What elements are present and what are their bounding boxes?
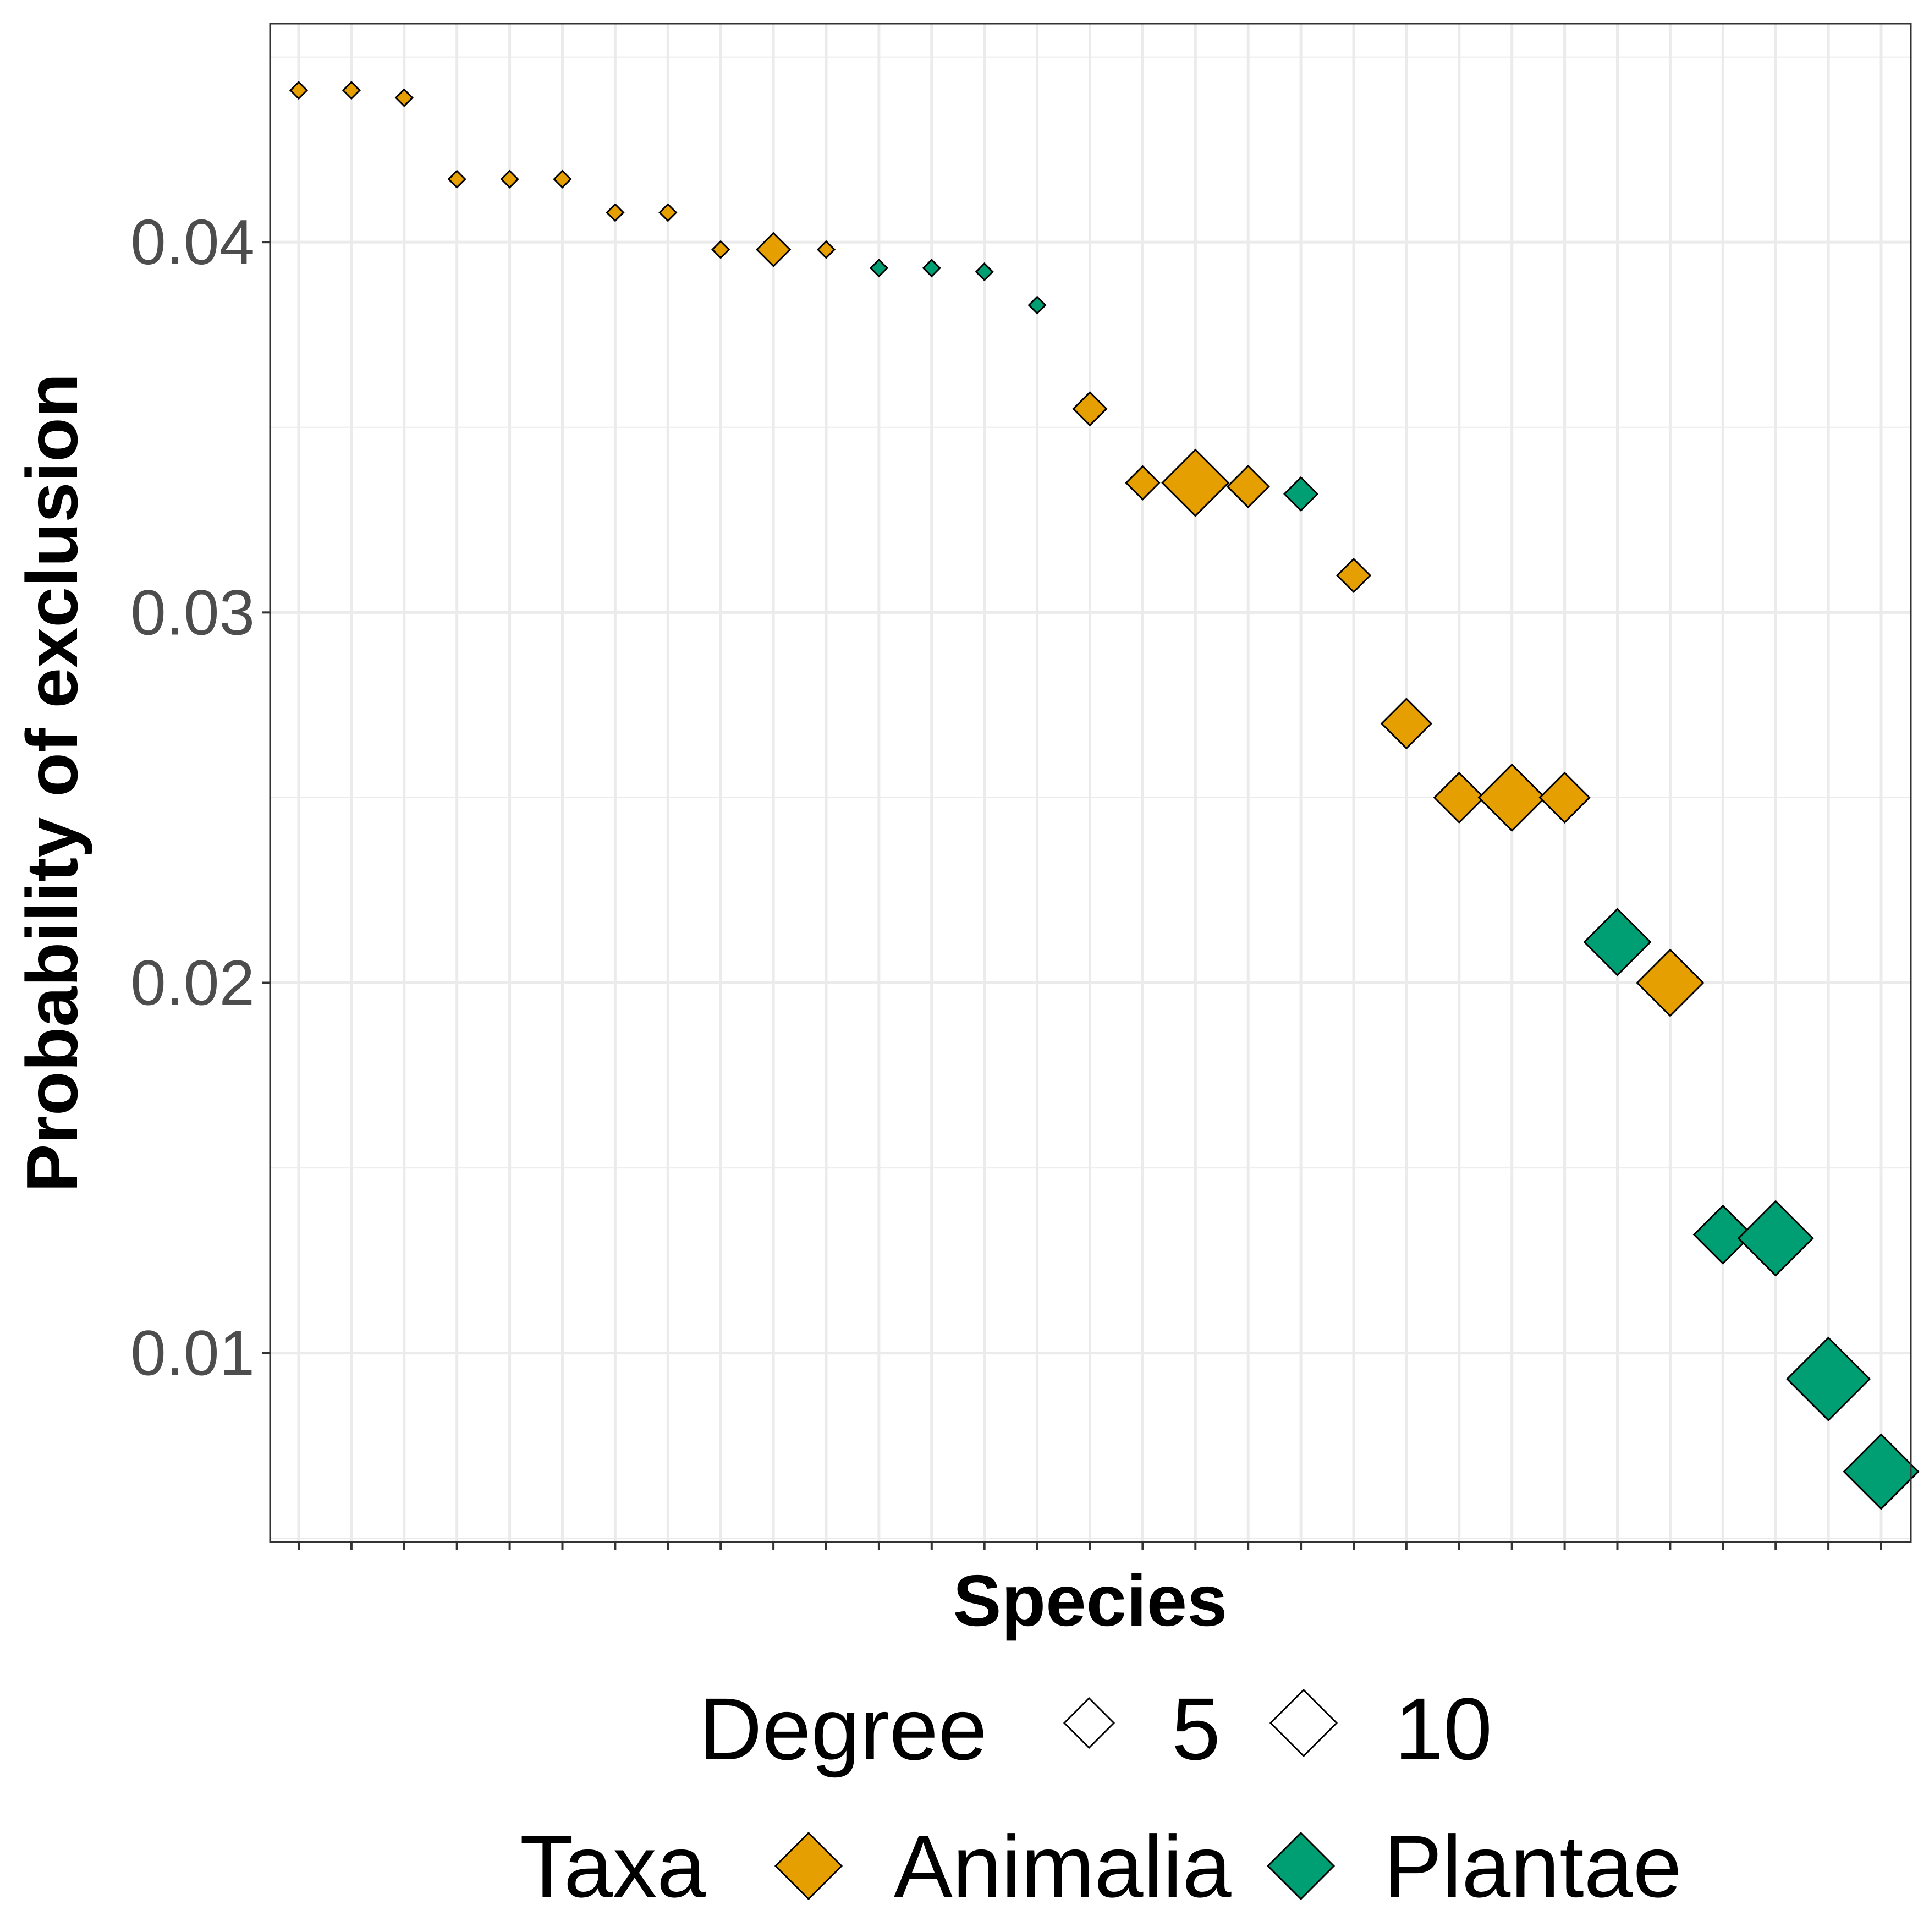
data-point-animalia [1226, 464, 1270, 509]
data-point-plantae [975, 262, 994, 282]
y-tick-label: 0.03 [130, 577, 255, 648]
data-point-animalia [816, 240, 836, 259]
legend-degree-5-label: 5 [1172, 1679, 1221, 1778]
legend-taxa-animalia-key [774, 1831, 843, 1901]
data-point-plantae [1737, 1200, 1814, 1277]
data-point-animalia [1433, 771, 1485, 824]
data-point-animalia [711, 240, 730, 259]
data-point-plantae [1843, 1433, 1920, 1510]
y-tick-label: 0.02 [130, 947, 255, 1019]
data-point-animalia [1477, 763, 1546, 832]
legend-degree-5-key [1063, 1697, 1115, 1749]
data-point-animalia [394, 88, 414, 107]
data-point-animalia [1161, 448, 1230, 517]
legend-degree-10-label: 10 [1394, 1679, 1492, 1778]
data-point-animalia [553, 169, 572, 189]
data-point-plantae [1583, 908, 1652, 976]
data-point-animalia [1538, 771, 1591, 824]
data-point-animalia [658, 203, 678, 222]
data-point-animalia [755, 232, 792, 267]
data-point-animalia [1336, 557, 1372, 594]
data-point-plantae [1283, 476, 1319, 512]
data-point-animalia [289, 81, 309, 100]
data-point-animalia [1072, 391, 1108, 427]
data-point-animalia [342, 81, 361, 100]
data-point-plantae [1027, 295, 1047, 315]
legend-taxa-plantae-label: Plantae [1383, 1817, 1682, 1915]
legend-taxa: Taxa Animalia Plantae [520, 1817, 1682, 1915]
data-point-plantae [922, 259, 941, 278]
y-tick-label: 0.04 [130, 206, 255, 278]
data-point-plantae [1692, 1204, 1753, 1265]
data-point-animalia [1380, 698, 1433, 750]
data-point-animalia [500, 169, 519, 189]
data-point-plantae [1785, 1336, 1871, 1421]
legend-degree-10-key [1269, 1688, 1338, 1758]
y-tick-label: 0.01 [130, 1318, 255, 1389]
legend-degree: Degree 5 10 [699, 1679, 1492, 1778]
data-point-animalia [1636, 948, 1705, 1017]
legend-taxa-plantae-key [1266, 1831, 1336, 1901]
data-point-animalia [1125, 465, 1161, 501]
x-axis-title: Species [953, 1560, 1228, 1641]
y-axis-title: Probability of exclusion [12, 374, 92, 1193]
data-point-animalia [447, 169, 466, 189]
legend-taxa-animalia-label: Animalia [894, 1817, 1232, 1915]
data-point-plantae [869, 259, 889, 278]
data-point-animalia [606, 203, 625, 222]
legend-degree-title: Degree [699, 1679, 987, 1778]
legend-taxa-title: Taxa [520, 1817, 706, 1915]
